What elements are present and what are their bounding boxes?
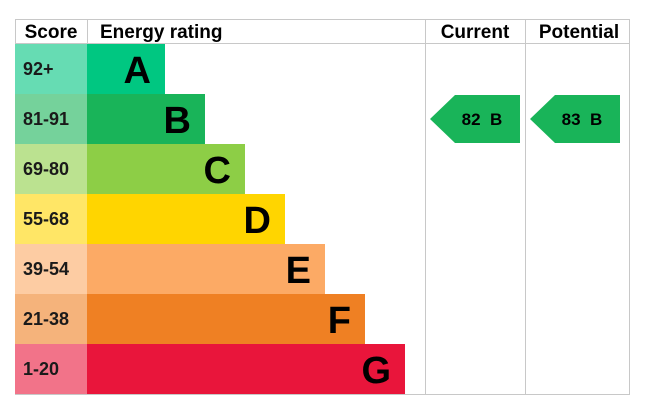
rating-bar-e xyxy=(87,244,325,294)
score-label-f: 21-38 xyxy=(23,309,69,329)
score-cell-c xyxy=(15,144,87,194)
rating-arrows: 82 B 83 B xyxy=(430,95,620,143)
score-cell-g xyxy=(15,344,87,394)
rating-letter-e: E xyxy=(286,250,311,292)
header-energy-rating: Energy rating xyxy=(100,22,222,43)
rating-letter-b: B xyxy=(164,100,191,142)
rating-letter-f: F xyxy=(328,300,351,342)
rating-letter-g: G xyxy=(361,350,391,392)
rating-letter-d: D xyxy=(244,200,271,242)
score-label-e: 39-54 xyxy=(23,259,69,279)
rating-letter-c: C xyxy=(204,150,231,192)
header-potential: Potential xyxy=(539,22,619,43)
rating-bar-b xyxy=(87,94,205,144)
current-rating-arrow xyxy=(430,95,520,143)
score-cell-d xyxy=(15,194,87,244)
rating-letter-a: A xyxy=(124,50,151,92)
rating-bar-f xyxy=(87,294,365,344)
rating-bar-c xyxy=(87,144,245,194)
header-score: Score xyxy=(25,22,78,43)
rating-bands: 92+ A 81-91 B 69-80 C 55-68 D 39-54 E 21-38 F 1-20 G xyxy=(15,44,405,394)
score-label-a: 92+ xyxy=(23,59,54,79)
score-cell-b xyxy=(15,94,87,144)
current-rating-arrow-label: 82 B xyxy=(462,110,503,129)
score-cell-e xyxy=(15,244,87,294)
potential-rating-arrow xyxy=(530,95,620,143)
rating-bar-d xyxy=(87,194,285,244)
rating-bar-a xyxy=(87,44,165,94)
score-label-d: 55-68 xyxy=(23,209,69,229)
score-label-b: 81-91 xyxy=(23,109,69,129)
potential-rating-arrow-label: 83 B xyxy=(562,110,603,129)
score-label-c: 69-80 xyxy=(23,159,69,179)
header-current: Current xyxy=(441,22,510,43)
rating-bar-g xyxy=(87,344,405,394)
score-cell-a xyxy=(15,44,87,94)
score-label-g: 1-20 xyxy=(23,359,59,379)
score-cell-f xyxy=(15,294,87,344)
